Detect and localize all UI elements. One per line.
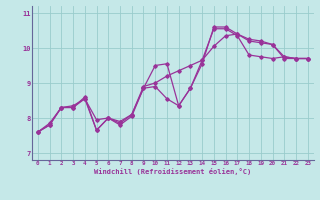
X-axis label: Windchill (Refroidissement éolien,°C): Windchill (Refroidissement éolien,°C): [94, 168, 252, 175]
